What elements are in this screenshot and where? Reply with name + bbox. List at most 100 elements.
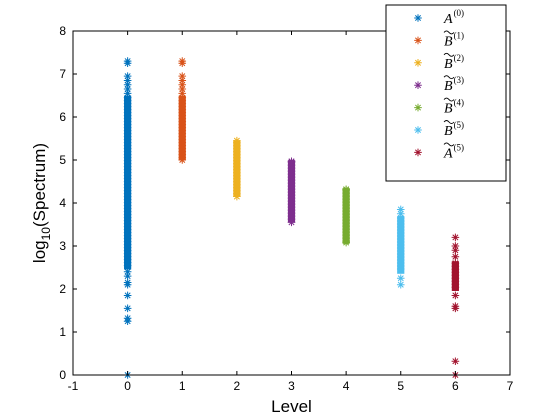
legend-marker <box>414 14 422 22</box>
legend-marker <box>414 81 422 89</box>
legend-label: B(5) <box>444 120 464 139</box>
legend-label-superscript: (3) <box>454 75 465 85</box>
data-point <box>451 357 460 366</box>
legend-label-base: B <box>444 34 453 49</box>
data-point <box>178 76 187 85</box>
data-point <box>396 274 405 283</box>
series-0 <box>123 57 132 379</box>
data-point <box>287 157 296 166</box>
data-point <box>287 218 296 227</box>
legend-label-base: B <box>444 79 453 94</box>
legend-entry: B(1) <box>414 30 464 49</box>
data-point <box>342 238 350 247</box>
y-tick-label: 4 <box>59 196 66 210</box>
y-axis-title-rest: (Spectrum) <box>30 143 49 227</box>
legend-label-base: B <box>444 124 453 139</box>
data-marks <box>123 57 460 379</box>
x-tick-label: 1 <box>179 379 186 393</box>
data-point <box>123 291 132 300</box>
tilde-accent <box>443 142 455 147</box>
data-point <box>123 72 132 80</box>
data-point <box>451 233 460 242</box>
data-point <box>451 242 460 250</box>
y-axis-title-subscript: 10 <box>39 227 53 241</box>
data-point <box>396 205 405 214</box>
x-tick-label: 5 <box>397 379 404 393</box>
data-point <box>451 283 460 291</box>
y-tick-label: 0 <box>59 368 66 382</box>
x-tick-label: 0 <box>124 379 131 393</box>
data-point <box>123 89 132 98</box>
tilde-accent <box>443 52 455 57</box>
tilde-accent <box>443 30 455 35</box>
x-tick-label: 4 <box>343 379 350 393</box>
series-5 <box>396 205 405 289</box>
data-point <box>178 85 187 93</box>
data-point <box>123 314 132 323</box>
x-axis-title: Level <box>271 397 312 416</box>
series-2 <box>233 136 241 201</box>
legend-entry: A(5) <box>414 142 464 161</box>
legend-label-superscript: (4) <box>454 98 465 108</box>
data-point <box>123 85 132 93</box>
data-point <box>123 272 132 280</box>
legend-label: B(1) <box>444 30 464 49</box>
y-tick-label: 6 <box>59 110 66 124</box>
data-point <box>123 278 132 287</box>
data-point <box>123 261 132 270</box>
data-point <box>123 268 132 276</box>
y-tick-label: 8 <box>59 24 66 38</box>
tilde-accent <box>443 75 455 80</box>
y-tick-label: 5 <box>59 153 66 167</box>
data-point <box>178 156 187 164</box>
legend-entry: A(0) <box>414 8 464 27</box>
legend-entry: B(5) <box>414 120 464 139</box>
legend-box <box>385 4 507 182</box>
y-axis-title: log10(Spectrum) <box>30 143 53 263</box>
data-point <box>396 209 405 218</box>
legend: A(0)B(1)B(2)B(3)B(4)B(5)A(5) <box>385 4 507 182</box>
legend-marker <box>414 148 422 157</box>
data-point <box>178 57 187 65</box>
data-point <box>396 280 405 289</box>
x-tick-label: 3 <box>288 379 295 393</box>
legend-label-superscript: (1) <box>454 30 465 40</box>
legend-label: A(0) <box>443 8 464 27</box>
y-tick-label: 1 <box>59 325 66 339</box>
x-tick-label: 7 <box>507 379 514 393</box>
legend-label: B(2) <box>444 53 464 72</box>
data-point <box>451 246 460 255</box>
series-4 <box>342 185 350 247</box>
legend-label-superscript: (5) <box>454 120 465 130</box>
x-tick-label: 6 <box>452 379 459 393</box>
y-tick-label: 2 <box>59 282 66 296</box>
legend-entry: B(3) <box>414 75 464 94</box>
data-point <box>123 80 132 89</box>
legend-entry: B(2) <box>414 53 464 72</box>
legend-label-base: B <box>444 57 453 72</box>
data-point <box>451 302 460 310</box>
series-6 <box>451 233 460 379</box>
data-point <box>342 185 350 194</box>
data-point <box>451 291 460 300</box>
data-point <box>233 136 241 145</box>
legend-label: A(5) <box>443 142 464 161</box>
data-point <box>396 265 405 273</box>
y-axis-title-base: log <box>30 240 49 263</box>
data-point <box>123 57 132 65</box>
data-point <box>178 89 187 98</box>
svg-text:log10(Spectrum): log10(Spectrum) <box>30 143 53 263</box>
x-tick-label: 2 <box>234 379 241 393</box>
y-tick-label: 7 <box>59 67 66 81</box>
legend-marker <box>414 59 422 67</box>
legend-label: B(4) <box>444 98 464 117</box>
legend-marker <box>414 103 422 112</box>
data-point <box>451 252 460 261</box>
series-3 <box>287 157 296 227</box>
legend-label-base: A <box>443 146 453 161</box>
data-point <box>123 304 132 313</box>
legend-label-superscript: (0) <box>454 8 465 18</box>
tilde-accent <box>443 120 455 124</box>
